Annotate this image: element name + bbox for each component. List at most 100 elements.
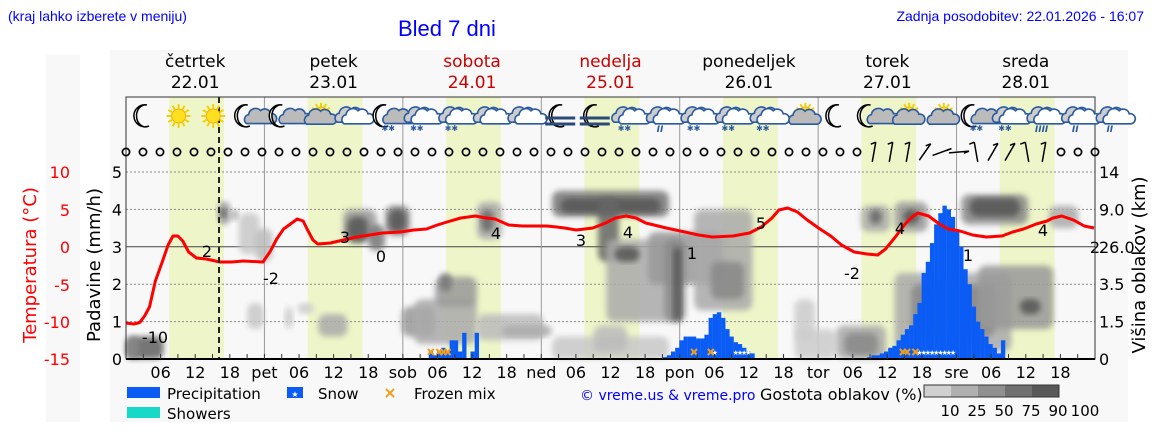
- calm-wind-icon: [495, 147, 505, 157]
- cloud-height-tick: 9.0: [1099, 200, 1124, 219]
- frozen-mix-marker: [427, 348, 435, 356]
- cloud-density-swatch: [978, 385, 1005, 397]
- cloud-snow-icon: ✱✱: [403, 106, 445, 133]
- day-date: 25.01: [586, 73, 635, 93]
- calm-wind-icon: [699, 147, 709, 157]
- precip-bar: [921, 272, 926, 359]
- snow-marker: ★: [933, 349, 939, 357]
- calm-wind-icon: [597, 147, 607, 157]
- day-date: 26.01: [724, 73, 774, 93]
- moon-cloud-icon: [856, 104, 901, 128]
- precip-bar: [708, 317, 713, 359]
- x-tick: tor: [807, 363, 830, 382]
- svg-text:✱✱: ✱✱: [998, 124, 1012, 133]
- day-name: nedelja: [579, 52, 642, 72]
- calm-wind-icon: [682, 147, 692, 157]
- legend-frozen-mix: Frozen mix: [414, 385, 496, 403]
- wind-barb-icon: [1004, 142, 1016, 162]
- calm-wind-icon: [614, 147, 624, 157]
- calm-wind-icon: [308, 147, 318, 157]
- x-tick: 12: [462, 363, 482, 382]
- snow-marker: ★: [925, 349, 931, 357]
- precip-bar: [687, 336, 693, 359]
- temp-axis-label: Temperatura (°C): [20, 187, 41, 344]
- precip-bar: [871, 355, 876, 359]
- snow-marker: ★: [741, 349, 747, 357]
- snow-marker: ★: [937, 349, 943, 357]
- day-name: ponedeljek: [702, 52, 796, 72]
- precip-bar: [437, 351, 442, 359]
- svg-text:✱✱: ✱✱: [381, 124, 395, 133]
- precip-bar: [959, 246, 964, 359]
- precip-tick: 4: [112, 200, 122, 219]
- precip-bar: [946, 209, 951, 359]
- day-name: sreda: [1002, 52, 1050, 72]
- temperature-value-label: -10: [142, 328, 168, 347]
- cloud-rain-icon: II: [1060, 106, 1102, 135]
- day-date: 22.01: [170, 73, 220, 93]
- day-label-0: četrtek 22.01: [130, 52, 260, 94]
- x-tick: 12: [877, 363, 897, 382]
- x-tick: 18: [773, 363, 793, 382]
- calm-wind-icon: [852, 147, 862, 157]
- snow-marker: ★: [733, 349, 739, 357]
- precip-bar: [929, 243, 935, 359]
- moon-icon: [825, 104, 842, 128]
- precip-bar: [942, 205, 947, 359]
- temperature-value-label: -2: [263, 269, 279, 288]
- day-label-5: torek 27.01: [822, 52, 952, 94]
- snow-marker: ★: [712, 349, 718, 357]
- calm-wind-icon: [172, 147, 182, 157]
- calm-wind-icon: [427, 147, 437, 157]
- precip-tick: 2: [112, 275, 122, 294]
- snow-marker: ★: [916, 349, 922, 357]
- cloud-snow-icon: ✱✱: [714, 106, 756, 133]
- x-tick: 12: [323, 363, 343, 382]
- temperature-value-label: 5: [756, 214, 766, 233]
- precip-bar: [741, 347, 747, 359]
- x-tick: 18: [358, 363, 378, 382]
- calm-wind-icon: [1073, 147, 1083, 157]
- precip-bar: [445, 351, 450, 359]
- precip-bar: [712, 314, 718, 359]
- precipitation-bars: [428, 205, 1006, 359]
- precip-bar: [938, 213, 943, 359]
- x-tick: 12: [1016, 363, 1036, 382]
- x-tick: 06: [704, 363, 724, 382]
- svg-text:II: II: [1106, 125, 1113, 135]
- cloud-rain-icon: II: [1095, 106, 1137, 135]
- precip-type-markers: ★ ★★★★ ★★★★★★★★★: [427, 348, 956, 357]
- cloud-height-tick: 14: [1099, 163, 1119, 182]
- precip-bar: [679, 340, 684, 359]
- calm-wind-icon: [665, 147, 675, 157]
- region-hint[interactable]: (kraj lahko izberete v meniju): [8, 8, 187, 24]
- x-tick: 12: [185, 363, 205, 382]
- temperature-value-label: -2: [844, 264, 860, 283]
- calm-wind-icon: [784, 147, 794, 157]
- temperature-value-label: 4: [623, 223, 633, 242]
- calm-wind-icon: [376, 147, 386, 157]
- svg-text:✱✱: ✱✱: [970, 124, 984, 133]
- svg-text:✱✱: ✱✱: [721, 124, 735, 133]
- precip-bar: [675, 347, 680, 359]
- calm-wind-icon: [767, 147, 777, 157]
- precip-bar: [700, 338, 705, 359]
- cloud-density-tick: 90: [1048, 402, 1067, 420]
- x-tick: 06: [981, 363, 1001, 382]
- svg-text:✱✱: ✱✱: [687, 124, 701, 133]
- x-tick: 12: [600, 363, 620, 382]
- temperature-value-label: 4: [1038, 221, 1048, 240]
- precip-bar: [750, 353, 755, 359]
- snow-marker: ★: [929, 349, 935, 357]
- page-title: Bled 7 dni: [398, 16, 496, 41]
- cloud-density-tick: 100: [1071, 402, 1100, 420]
- precip-bar: [892, 345, 897, 359]
- credit-link[interactable]: © vreme.us & vreme.pro: [580, 388, 755, 404]
- precip-bar: [716, 312, 722, 359]
- calm-wind-icon: [274, 147, 284, 157]
- x-tick: 12: [739, 363, 759, 382]
- cloud-snow-icon: ✱✱: [438, 106, 479, 133]
- precip-bar: [967, 284, 972, 359]
- sun-cloud-icon: [891, 102, 926, 125]
